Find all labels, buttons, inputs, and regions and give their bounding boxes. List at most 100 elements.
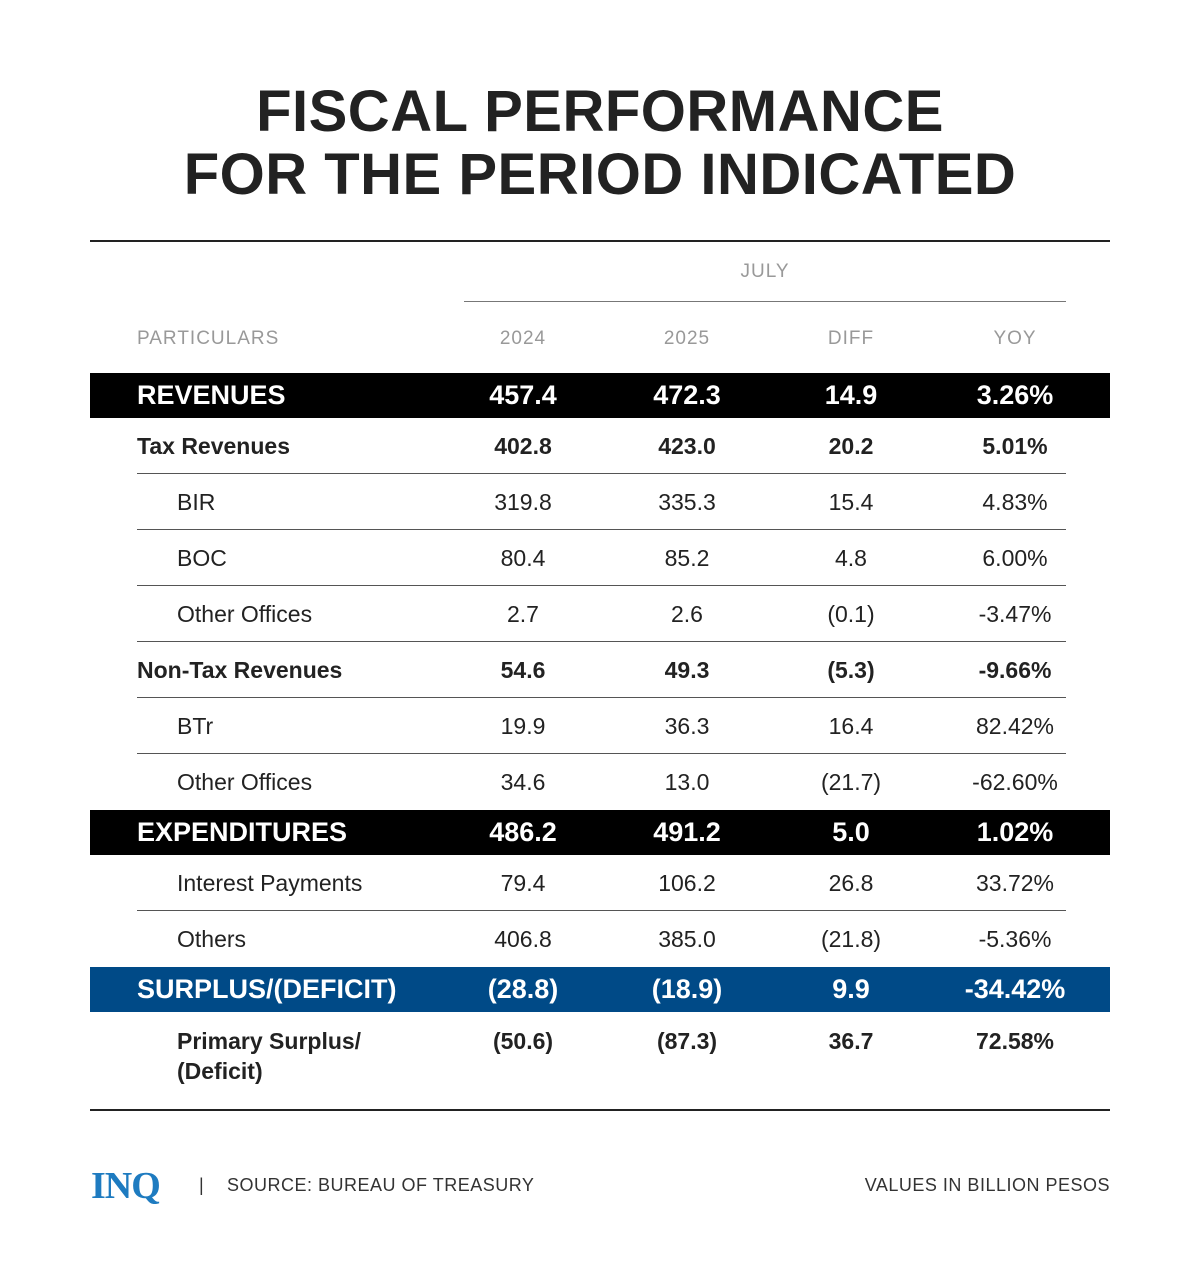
row-label: BTr — [177, 713, 214, 739]
table-row: Interest Payments 79.4 106.2 26.8 33.72% — [90, 855, 1110, 911]
row-label: Non-Tax Revenues — [137, 657, 343, 683]
row-label: BIR — [177, 489, 216, 515]
table-row: REVENUES 457.4 472.3 14.9 3.26% — [90, 373, 1110, 418]
cell-2024: (50.6) — [492, 1028, 554, 1054]
cell-2025: 385.0 — [658, 926, 716, 952]
table-row: Tax Revenues 402.8 423.0 20.2 5.01% — [90, 418, 1110, 474]
row-label: Other Offices — [177, 769, 313, 795]
cell-2025: 36.3 — [664, 713, 710, 739]
row-divider — [137, 910, 1066, 911]
table-row: Other Offices 2.7 2.6 (0.1) -3.47% — [90, 586, 1110, 642]
row-divider — [137, 697, 1066, 698]
cell-yoy: 3.26% — [976, 380, 1054, 410]
row-divider — [137, 641, 1066, 642]
row-label: Interest Payments — [177, 870, 363, 896]
cell-yoy: -5.36% — [978, 926, 1052, 952]
cell-yoy: 1.02% — [976, 817, 1054, 847]
table-row: BTr 19.9 36.3 16.4 82.42% — [90, 698, 1110, 754]
table-row: EXPENDITURES 486.2 491.2 5.0 1.02% — [90, 810, 1110, 855]
row-label: SURPLUS/(DEFICIT) — [137, 974, 397, 1004]
cell-2024: 80.4 — [500, 545, 546, 571]
cell-yoy: -62.60% — [972, 769, 1058, 795]
cell-diff: (21.7) — [820, 769, 882, 795]
col-header-diff: DIFF — [827, 328, 875, 349]
col-header-particulars: PARTICULARS — [137, 328, 280, 349]
top-rule — [90, 240, 1110, 242]
table-row: BIR 319.8 335.3 15.4 4.83% — [90, 474, 1110, 530]
cell-2025: (87.3) — [656, 1028, 718, 1054]
row-label: Others — [177, 926, 247, 952]
cell-yoy: -34.42% — [964, 974, 1066, 1004]
group-header-rule — [464, 301, 1066, 302]
cell-2025: 13.0 — [664, 769, 710, 795]
cell-diff: 26.8 — [828, 870, 874, 896]
row-label: Primary Surplus/ (Deficit) — [177, 1028, 362, 1084]
col-header-yoy: YOY — [993, 328, 1037, 349]
table-row: Other Offices 34.6 13.0 (21.7) -62.60% — [90, 754, 1110, 810]
cell-2024: 402.8 — [494, 433, 552, 459]
cell-2025: 2.6 — [671, 601, 703, 627]
cell-2024: (28.8) — [487, 974, 559, 1004]
cell-2025: 106.2 — [658, 870, 716, 896]
cell-2024: 2.7 — [507, 601, 539, 627]
row-divider — [137, 753, 1066, 754]
row-divider — [137, 529, 1066, 530]
row-label: EXPENDITURES — [137, 817, 348, 847]
cell-2025: 423.0 — [658, 433, 716, 459]
inq-logo: INQ — [91, 1165, 161, 1207]
cell-2024: 19.9 — [500, 713, 546, 739]
table-row: Others 406.8 385.0 (21.8) -5.36% — [90, 911, 1110, 967]
col-header-2024: 2024 — [499, 328, 547, 349]
cell-2025: 49.3 — [664, 657, 710, 683]
cell-yoy: 82.42% — [975, 713, 1054, 739]
cell-yoy: 5.01% — [982, 433, 1048, 459]
table-row: Primary Surplus/ (Deficit) (50.6) (87.3) 36… — [90, 1012, 1110, 1084]
row-divider — [137, 585, 1066, 586]
cell-yoy: -3.47% — [978, 601, 1052, 627]
cell-yoy: 72.58% — [975, 1028, 1054, 1054]
units-text: VALUES IN BILLION PESOS — [864, 1175, 1110, 1195]
cell-diff: (5.3) — [827, 657, 875, 683]
cell-2024: 319.8 — [494, 489, 552, 515]
cell-diff: 16.4 — [828, 713, 874, 739]
row-label: BOC — [177, 545, 227, 571]
cell-yoy: 4.83% — [982, 489, 1048, 515]
cell-diff: 9.9 — [832, 974, 870, 1004]
cell-2025: 472.3 — [653, 380, 721, 410]
footer-divider: | — [199, 1175, 205, 1195]
cell-2024: 54.6 — [500, 657, 546, 683]
col-header-2025: 2025 — [663, 328, 711, 349]
cell-2024: 457.4 — [489, 380, 557, 410]
cell-2025: 491.2 — [653, 817, 721, 847]
cell-diff: 4.8 — [835, 545, 867, 571]
table-row: BOC 80.4 85.2 4.8 6.00% — [90, 530, 1110, 586]
cell-diff: (0.1) — [827, 601, 875, 627]
title-line-2: FOR THE PERIOD INDICATED — [183, 142, 1017, 207]
cell-2024: 406.8 — [494, 926, 552, 952]
cell-diff: 36.7 — [828, 1028, 874, 1054]
cell-2024: 34.6 — [500, 769, 546, 795]
row-label: Other Offices — [177, 601, 313, 627]
cell-2024: 79.4 — [500, 870, 546, 896]
bottom-rule — [90, 1109, 1110, 1111]
table-row: SURPLUS/(DEFICIT) (28.8) (18.9) 9.9 -34.42% — [90, 967, 1110, 1012]
title-line-1: FISCAL PERFORMANCE — [256, 79, 944, 144]
row-divider — [137, 473, 1066, 474]
cell-2025: 85.2 — [664, 545, 710, 571]
cell-diff: 20.2 — [828, 433, 874, 459]
cell-2025: 335.3 — [658, 489, 716, 515]
cell-diff: 5.0 — [832, 817, 870, 847]
cell-yoy: 6.00% — [982, 545, 1048, 571]
group-header-july: JULY — [740, 261, 790, 282]
cell-2024: 486.2 — [489, 817, 557, 847]
cell-diff: (21.8) — [820, 926, 882, 952]
cell-diff: 15.4 — [828, 489, 874, 515]
cell-yoy: -9.66% — [978, 657, 1052, 683]
table-row: Non-Tax Revenues 54.6 49.3 (5.3) -9.66% — [90, 642, 1110, 698]
row-label: REVENUES — [137, 380, 286, 410]
cell-2025: (18.9) — [651, 974, 723, 1004]
cell-diff: 14.9 — [824, 380, 878, 410]
source-text: SOURCE: BUREAU OF TREASURY — [227, 1175, 535, 1195]
cell-yoy: 33.72% — [975, 870, 1054, 896]
row-label: Tax Revenues — [137, 433, 290, 459]
